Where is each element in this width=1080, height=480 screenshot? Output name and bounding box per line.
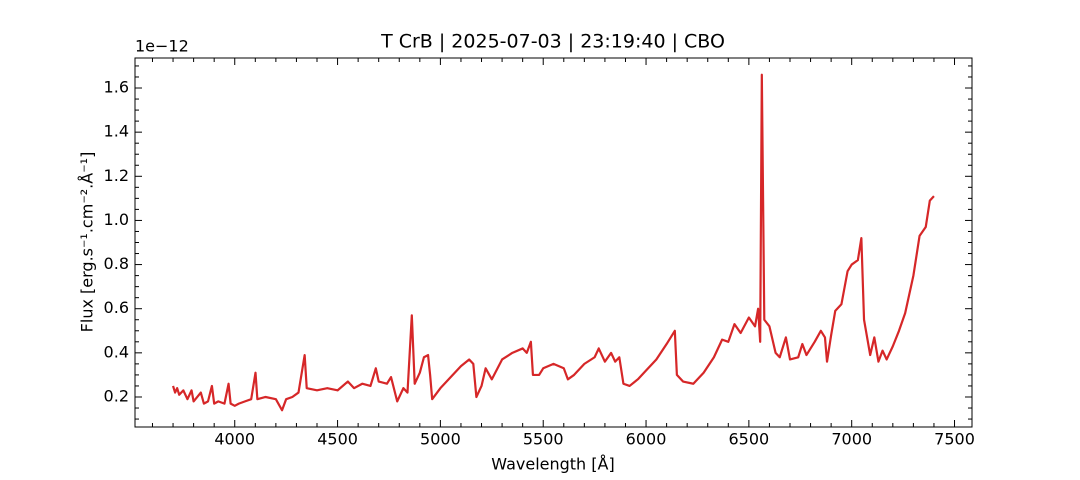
y-axis-label: Flux [erg.s⁻¹.cm⁻².Å⁻¹] bbox=[78, 152, 97, 333]
y-offset-label: 1e−12 bbox=[135, 37, 189, 56]
x-tick-label: 5500 bbox=[523, 430, 564, 449]
y-tick-label: 1.4 bbox=[104, 122, 129, 141]
x-tick-label: 6000 bbox=[626, 430, 667, 449]
y-tick-label: 1.2 bbox=[104, 166, 129, 185]
ticks: 4000 4500 5000 5500 6000 6500 7000 7500 0.2 0.4 0.… bbox=[104, 58, 975, 449]
x-tick-label: 4500 bbox=[317, 430, 358, 449]
x-tick-label: 7000 bbox=[831, 430, 872, 449]
y-tick-label: 1.0 bbox=[104, 210, 129, 229]
chart-title: T CrB | 2025-07-03 | 23:19:40 | CBO bbox=[380, 31, 725, 53]
x-axis-label: Wavelength [Å] bbox=[491, 455, 614, 474]
spectrum-line bbox=[171, 73, 935, 412]
y-tick-label: 0.6 bbox=[104, 298, 129, 317]
plot-area bbox=[171, 73, 935, 412]
x-tick-label: 5000 bbox=[420, 430, 461, 449]
x-tick-label: 4000 bbox=[214, 430, 255, 449]
y-tick-label: 1.6 bbox=[104, 78, 129, 97]
y-tick-label: 0.4 bbox=[104, 342, 129, 361]
x-tick-label: 7500 bbox=[934, 430, 975, 449]
y-tick-label: 0.2 bbox=[104, 386, 129, 405]
x-tick-label: 6500 bbox=[729, 430, 770, 449]
axes-frame bbox=[134, 57, 973, 428]
y-tick-label: 0.8 bbox=[104, 254, 129, 273]
